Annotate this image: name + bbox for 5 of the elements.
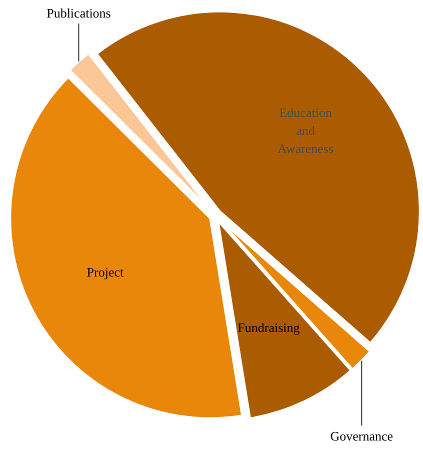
slice-label: Governance bbox=[330, 428, 394, 444]
slice-label: Publications bbox=[46, 6, 111, 20]
slice-label: Project bbox=[86, 264, 124, 280]
slice-label: Fundraising bbox=[238, 320, 300, 336]
slice-label: Education and Awareness bbox=[278, 104, 334, 156]
